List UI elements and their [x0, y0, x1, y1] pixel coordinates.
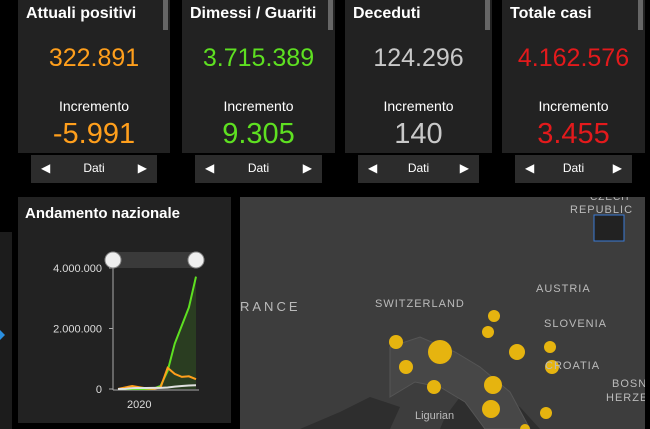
map-label: SLOVENIA — [544, 318, 607, 330]
nav-label: Dati — [83, 161, 105, 175]
card-value: 4.162.576 — [517, 44, 630, 72]
series-area — [118, 276, 196, 389]
nav-prev[interactable]: ◀ — [41, 161, 51, 175]
stat-card: Attuali positivi 322.891 Incremento -5.991 — [18, 0, 170, 153]
scrollbar — [163, 0, 168, 30]
map-label: HERZE — [606, 392, 645, 404]
card-title: Attuali positivi — [26, 5, 137, 22]
range-handle[interactable] — [104, 251, 122, 269]
range-slider[interactable] — [113, 252, 199, 268]
increment-label: Incremento — [58, 98, 130, 114]
map-label: Ligurian — [415, 410, 454, 422]
card-nav: ◀ Dati ▶ — [515, 155, 632, 183]
increment-value: -5.991 — [52, 118, 136, 150]
map-label: AUSTRIA — [536, 283, 591, 295]
map-label: REPUBLIC — [570, 204, 633, 216]
increment-value: 3.455 — [537, 118, 610, 150]
card-title: Dimessi / Guariti — [190, 5, 317, 22]
card-value: 3.715.389 — [202, 44, 315, 72]
chart-title: Andamento nazionale — [25, 205, 180, 222]
x-tick-label: 2020 — [127, 399, 151, 411]
map-land — [240, 197, 645, 429]
nav-prev[interactable]: ◀ — [525, 161, 535, 175]
nav-next[interactable]: ▶ — [612, 161, 622, 175]
y-tick-label: 4.000.000 — [53, 263, 102, 275]
increment-label: Incremento — [383, 98, 454, 114]
nav-prev[interactable]: ◀ — [205, 161, 215, 175]
card-nav: ◀ Dati ▶ — [195, 155, 322, 183]
scrollbar — [328, 0, 333, 30]
card-nav: ◀ Dati ▶ — [31, 155, 157, 183]
stat-card: Dimessi / Guariti 3.715.389 Incremento 9.30… — [182, 0, 335, 153]
increment-value: 140 — [394, 118, 443, 150]
nav-next[interactable]: ▶ — [302, 161, 312, 175]
nav-label: Dati — [247, 161, 270, 175]
nav-next[interactable]: ▶ — [137, 161, 147, 175]
scrollbar — [638, 0, 643, 30]
y-tick-label: 2.000.000 — [53, 324, 102, 336]
card-value: 322.891 — [48, 44, 140, 72]
card-nav: ◀ Dati ▶ — [358, 155, 479, 183]
map-label: RANCE — [240, 299, 301, 314]
increment-label: Incremento — [223, 98, 294, 114]
map-label: CZECH — [590, 197, 629, 203]
increment-value: 9.305 — [222, 118, 295, 150]
trend-panel: Andamento nazionale 0 2.000.000 4.000.000 2… — [18, 197, 231, 423]
map-label: CROATIA — [545, 360, 600, 372]
increment-label: Incremento — [538, 98, 609, 114]
map-label: BOSN — [612, 378, 645, 390]
stat-card: Totale casi 4.162.576 Incremento 3.455 — [502, 0, 645, 153]
nav-label: Dati — [407, 161, 430, 175]
map: RANCE SWITZERLAND AUSTRIA SLOVENIA CROATIA CZ… — [240, 197, 645, 429]
map-label: SWITZERLAND — [375, 298, 465, 310]
legend-button[interactable] — [593, 214, 625, 242]
stat-card: Deceduti 124.296 Incremento 140 — [345, 0, 492, 153]
nav-next[interactable]: ▶ — [459, 161, 469, 175]
range-handle[interactable] — [187, 251, 205, 269]
side-panel — [0, 232, 12, 429]
scrollbar — [485, 0, 490, 30]
series-line — [117, 384, 197, 390]
y-tick-label: 0 — [96, 384, 102, 396]
side-arrow[interactable] — [0, 330, 5, 340]
map-labels: RANCE SWITZERLAND AUSTRIA SLOVENIA CROATIA CZ… — [240, 197, 645, 422]
card-value: 124.296 — [373, 44, 464, 72]
nav-prev[interactable]: ◀ — [368, 161, 378, 175]
card-title: Totale casi — [510, 5, 592, 22]
card-title: Deceduti — [353, 5, 421, 22]
nav-label: Dati — [562, 161, 585, 175]
map-points — [389, 310, 559, 429]
